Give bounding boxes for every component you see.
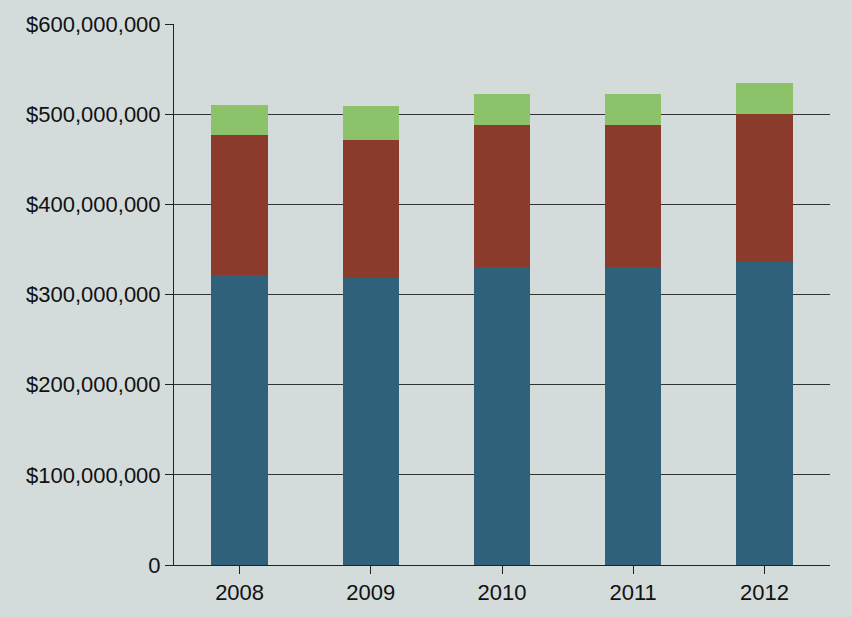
svg-text:$300,000,000: $300,000,000 <box>26 282 161 307</box>
svg-text:$200,000,000: $200,000,000 <box>26 372 161 397</box>
svg-text:$400,000,000: $400,000,000 <box>26 192 161 217</box>
svg-text:$100,000,000: $100,000,000 <box>26 463 161 488</box>
svg-text:$500,000,000: $500,000,000 <box>26 102 161 127</box>
svg-text:2011: 2011 <box>610 580 657 605</box>
svg-text:2012: 2012 <box>740 580 789 605</box>
svg-text:2010: 2010 <box>478 580 527 605</box>
svg-text:2008: 2008 <box>215 580 264 605</box>
svg-text:2009: 2009 <box>346 580 395 605</box>
svg-text:0: 0 <box>148 553 160 578</box>
svg-text:$600,000,000: $600,000,000 <box>26 12 161 37</box>
